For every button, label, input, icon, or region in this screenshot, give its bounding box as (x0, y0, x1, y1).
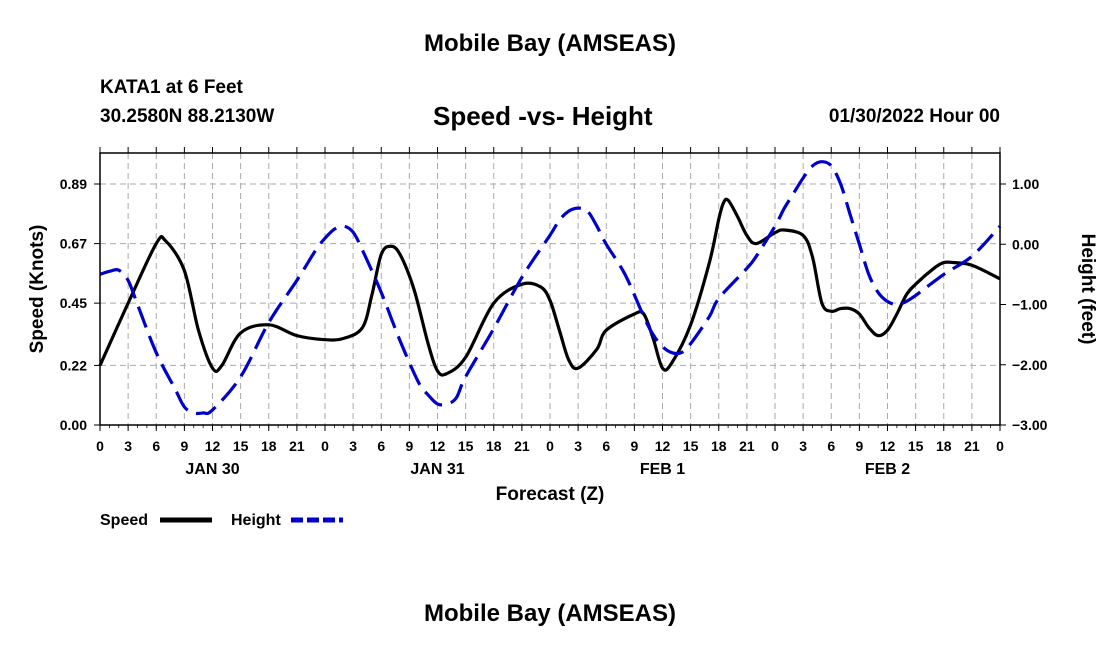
y-axis-label-left: Speed (Knots) (27, 225, 48, 354)
x-tick-label: 21 (739, 438, 755, 454)
day-label: JAN 31 (410, 461, 464, 478)
x-tick-label: 0 (771, 438, 779, 454)
x-tick-label: 6 (602, 438, 610, 454)
legend-speed-label: Speed (100, 512, 148, 529)
x-tick-label: 21 (289, 438, 305, 454)
y-tick-label-left: 0.45 (60, 295, 87, 311)
bottom-title: Mobile Bay (AMSEAS) (423, 600, 677, 627)
legend-height-label: Height (231, 512, 281, 529)
x-tick-label: 12 (880, 438, 896, 454)
x-tick-label: 9 (180, 438, 188, 454)
y-axis-label-right: Height (feet) (1077, 234, 1098, 345)
x-tick-label: 3 (799, 438, 807, 454)
x-tick-label: 18 (711, 438, 727, 454)
x-tick-label: 18 (936, 438, 952, 454)
main-title: Mobile Bay (AMSEAS) (423, 30, 677, 57)
axes: 0 3 6 9 12 15 18 21 0 3 6 9 12 15 18 21 0 3 6 9 12 15 18 21 0 3 6 9… (60, 147, 1048, 478)
x-tick-label: 21 (514, 438, 530, 454)
y-tick-label-right: −1.00 (1012, 297, 1048, 313)
series-line-height (99, 160, 1002, 416)
y-tick-label-right: −2.00 (1012, 357, 1048, 373)
x-tick-label: 15 (458, 438, 474, 454)
series-layer (98, 160, 1002, 416)
grid-lines (100, 153, 1000, 426)
x-tick-label: 18 (486, 438, 502, 454)
y-tick-label-left: 0.00 (60, 417, 87, 433)
x-tick-label: 15 (233, 438, 249, 454)
legend: Speed Height (100, 512, 343, 529)
x-tick-label: 0 (546, 438, 554, 454)
x-tick-label: 0 (321, 438, 329, 454)
forecast-datetime: 01/30/2022 Hour 00 (828, 106, 1000, 127)
x-tick-label: 9 (405, 438, 413, 454)
chart-title: Speed -vs- Height (433, 101, 653, 131)
y-tick-label-left: 0.89 (60, 176, 87, 192)
x-tick-label: 12 (205, 438, 221, 454)
y-tick-label-right: −3.00 (1012, 417, 1048, 433)
y-tick-label-right: 1.00 (1012, 176, 1039, 192)
day-label: JAN 30 (185, 461, 239, 478)
series-line-speed (98, 197, 1001, 377)
station-label: KATA1 at 6 Feet (100, 77, 243, 98)
x-tick-label: 12 (430, 438, 446, 454)
x-tick-label: 21 (964, 438, 980, 454)
x-tick-label: 3 (574, 438, 582, 454)
x-tick-label: 9 (630, 438, 638, 454)
x-tick-label: 6 (827, 438, 835, 454)
y-tick-label-left: 0.67 (60, 236, 87, 252)
x-tick-label: 9 (855, 438, 863, 454)
x-tick-label: 3 (124, 438, 132, 454)
x-tick-label: 15 (683, 438, 699, 454)
x-tick-label: 15 (908, 438, 924, 454)
coordinates-label: 30.2580N 88.2130W (100, 106, 275, 127)
x-tick-label: 6 (377, 438, 385, 454)
x-axis-label: Forecast (Z) (496, 484, 605, 505)
x-tick-label: 0 (996, 438, 1004, 454)
x-tick-label: 12 (655, 438, 671, 454)
x-tick-label: 6 (152, 438, 160, 454)
y-tick-label-left: 0.22 (60, 357, 87, 373)
day-label: FEB 2 (865, 461, 910, 478)
y-tick-label-right: 0.00 (1012, 236, 1039, 252)
x-tick-label: 0 (96, 438, 104, 454)
day-label: FEB 1 (640, 461, 685, 478)
x-tick-label: 3 (349, 438, 357, 454)
x-tick-label: 18 (261, 438, 277, 454)
